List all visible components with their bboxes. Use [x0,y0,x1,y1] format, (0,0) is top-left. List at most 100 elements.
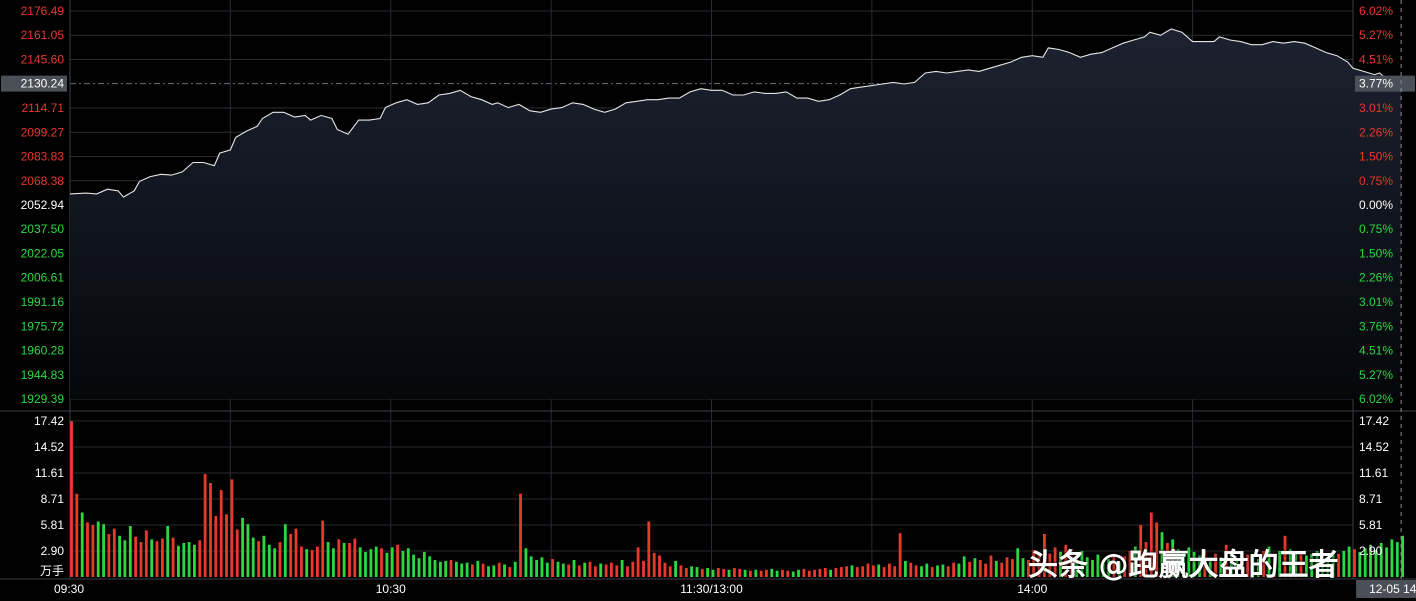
volume-bar-down [583,562,587,577]
volume-bar-down [791,571,795,577]
volume-bar-down [1182,552,1185,577]
volume-bar-down [1080,551,1084,577]
volume-bar-up [70,421,73,577]
volume-bar-down [1395,542,1399,577]
volume-bar-down [1230,556,1233,577]
volume-bar-up [1149,512,1153,577]
price-tick-label: 1991.16 [21,295,65,309]
cursor-time-label: 12-05 14:53 [1369,582,1416,596]
volume-bar-down [1369,544,1372,577]
volume-bar-down [920,566,923,577]
pct-tick-label: 0.75% [1359,174,1393,188]
volume-bar-down [1385,547,1389,577]
volume-bar-down [1059,551,1062,577]
volume-bar-down [1401,535,1405,577]
volume-bar-up [225,514,228,577]
pct-axis-right: 6.02% 5.27% 4.51% 3.01% 2.26% 1.50% 0.75% 0.00%… [1355,4,1415,406]
volume-bar-down [1347,546,1351,577]
volume-bar-up [631,561,635,577]
volume-bar-up [316,546,319,577]
volume-bar-down [1075,555,1078,577]
price-tick-label: 1944.83 [21,368,65,382]
volume-bar-down [1294,552,1298,577]
volume-bar-down [1187,547,1191,577]
volume-bar-down [1374,550,1378,577]
volume-bar-up [1214,553,1217,577]
price-tick-label: 1975.72 [21,319,65,333]
price-tick-label: 2052.94 [21,198,65,212]
volume-bar-down [262,535,266,577]
volume-tick-label-right: 8.71 [1359,492,1383,506]
volume-bar-up [1005,557,1009,577]
volume-bar-down [428,556,432,577]
volume-bar-up [155,541,159,577]
volume-tick-label-left: 17.42 [34,414,64,428]
volume-bar-down [620,560,624,577]
volume-bar-down [96,521,100,577]
volume-bar-down [476,560,480,577]
volume-bar-up [300,546,303,577]
pct-tick-label: 6.02% [1359,392,1393,406]
pct-tick-label: 4.51% [1359,343,1393,357]
volume-bar-down [1091,560,1094,577]
price-tick-label: 2068.38 [21,174,65,188]
volume-bar-up [161,538,164,577]
volume-bar-up [235,529,239,577]
volume-bar-up [1272,554,1276,577]
volume-bar-down [273,548,277,577]
volume-bar-up [1000,562,1004,577]
volume-bar-up [855,567,859,577]
volume-bar-down [529,556,533,577]
volume-bar-up [1166,543,1169,577]
volume-bar-up [171,537,175,577]
volume-bar-up [914,565,918,577]
volume-bar-up [497,562,501,577]
current-pct-box [1355,75,1415,92]
pct-tick-label: 3.76% [1359,319,1393,333]
volume-bar-up [380,548,383,577]
volume-bar-down [1192,551,1196,577]
volume-bar-down [1171,539,1175,577]
volume-bar-down [492,565,496,577]
volume-bar-up [1027,560,1030,577]
volume-bar-up [1069,549,1073,577]
volume-bar-down [503,564,506,577]
price-tick-label: 1929.39 [21,392,65,406]
volume-bar-up [348,543,351,577]
volume-bar-down [123,540,127,577]
volume-bar-down [385,552,389,577]
price-tick-label: 2176.49 [21,4,65,18]
volume-bar-down [1251,557,1255,577]
volume-tick-label-left: 2.90 [41,544,65,558]
volume-unit-label: 万手 [40,564,64,578]
volume-bar-down [561,563,565,577]
volume-bar-down [540,557,544,577]
price-axis-left: 2176.49 2161.05 2145.60 2114.71 2099.27 2083.… [1,4,67,406]
volume-bar-up [209,483,212,577]
volume-bar-up [508,567,512,577]
volume-bar-up [294,528,298,577]
volume-bar-down [936,565,939,577]
current-price-box [1,75,67,92]
volume-bar-up [716,568,720,577]
volume-bar-up [1112,553,1116,577]
watermark: 头条 @跑赢大盘的王者 [1028,548,1339,583]
volume-bar-down [877,564,881,577]
volume-tick-label-left: 14.52 [34,440,64,454]
time-tick-label: 10:30 [376,582,406,596]
volume-bar-up [588,561,592,577]
price-line [69,28,1402,198]
volume-bar-up [738,568,742,577]
volume-bar-up [930,567,934,577]
volume-bar-down [193,544,196,577]
volume-bar-up [198,540,202,577]
pct-tick-label: 0.00% [1359,198,1393,212]
volume-bar-up [968,561,972,577]
volume-tick-label-left: 11.61 [35,466,64,480]
volume-bar-up [551,559,555,577]
volume-bar-down [80,512,84,577]
volume-bar-down [406,548,410,577]
volume-bar-down [374,546,378,577]
volume-bar-down [246,524,250,577]
